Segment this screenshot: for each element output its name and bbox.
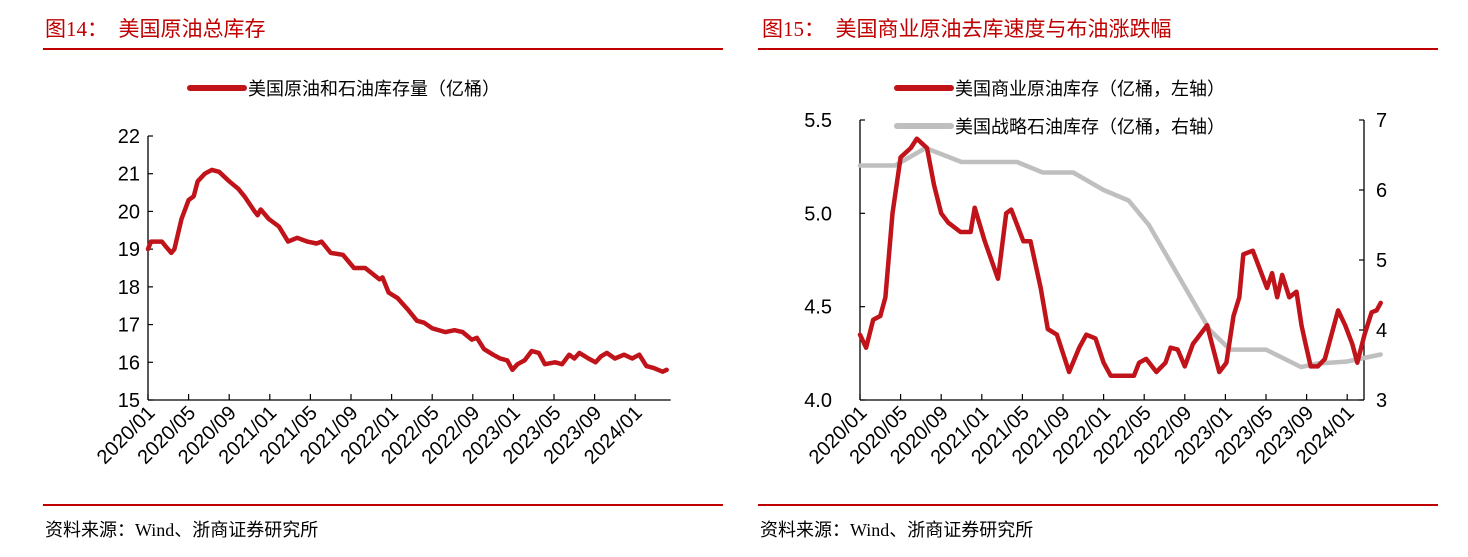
y-tick-label: 15 bbox=[118, 390, 140, 412]
y-tick-label: 4.0 bbox=[804, 390, 832, 412]
series-line-red bbox=[857, 136, 1383, 378]
y-tick-label: 22 bbox=[118, 126, 140, 148]
y2-tick-label: 6 bbox=[1376, 180, 1387, 202]
right-chart: 5.55.04.54.0765432020/012020/052020/0920… bbox=[804, 79, 1387, 469]
y-tick-label: 16 bbox=[118, 352, 140, 374]
y-tick-label: 5.0 bbox=[804, 203, 832, 225]
y2-tick-label: 4 bbox=[1376, 320, 1387, 342]
left-figure-title: 图14： 美国原油总库存 bbox=[45, 17, 266, 41]
right-figure-title: 图15： 美国商业原油去库速度与布油涨跌幅 bbox=[762, 17, 1172, 41]
y-tick-label: 5.5 bbox=[804, 110, 832, 132]
y-tick-label: 20 bbox=[118, 201, 140, 223]
y2-tick-label: 7 bbox=[1376, 110, 1387, 132]
y2-tick-label: 5 bbox=[1376, 250, 1387, 272]
right-top-rule bbox=[758, 48, 1438, 50]
legend-label: 美国战略石油库存（亿桶，右轴） bbox=[955, 117, 1225, 137]
y-tick-label: 18 bbox=[118, 277, 140, 299]
series-line-gray bbox=[857, 145, 1383, 370]
left-source-note: 资料来源：Wind、浙商证券研究所 bbox=[45, 520, 319, 540]
y-tick-label: 4.5 bbox=[804, 297, 832, 319]
series-line-red bbox=[145, 167, 669, 374]
right-source-note: 资料来源：Wind、浙商证券研究所 bbox=[760, 520, 1034, 540]
y2-tick-label: 3 bbox=[1376, 390, 1387, 412]
left-chart: 22212019181716152020/012020/052020/09202… bbox=[93, 79, 671, 469]
legend-label: 美国原油和石油库存量（亿桶） bbox=[248, 79, 500, 99]
legend-label: 美国商业原油库存（亿桶，左轴） bbox=[955, 79, 1225, 99]
left-bottom-rule bbox=[43, 504, 723, 506]
left-top-rule bbox=[43, 48, 723, 50]
y-tick-label: 17 bbox=[118, 315, 140, 337]
right-bottom-rule bbox=[758, 504, 1438, 506]
y-tick-label: 19 bbox=[118, 239, 140, 261]
y-tick-label: 21 bbox=[118, 164, 140, 186]
